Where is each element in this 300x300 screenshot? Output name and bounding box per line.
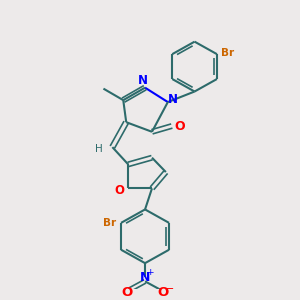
Text: N: N <box>138 74 148 86</box>
Text: H: H <box>95 144 102 154</box>
Text: Br: Br <box>221 48 234 58</box>
Text: O: O <box>114 184 124 197</box>
Text: N: N <box>140 271 150 284</box>
Text: Br: Br <box>103 218 116 228</box>
Text: O: O <box>175 121 185 134</box>
Text: −: − <box>165 284 175 294</box>
Text: O: O <box>122 286 133 299</box>
Text: +: + <box>146 268 154 277</box>
Text: O: O <box>157 286 169 299</box>
Text: N: N <box>168 93 178 106</box>
